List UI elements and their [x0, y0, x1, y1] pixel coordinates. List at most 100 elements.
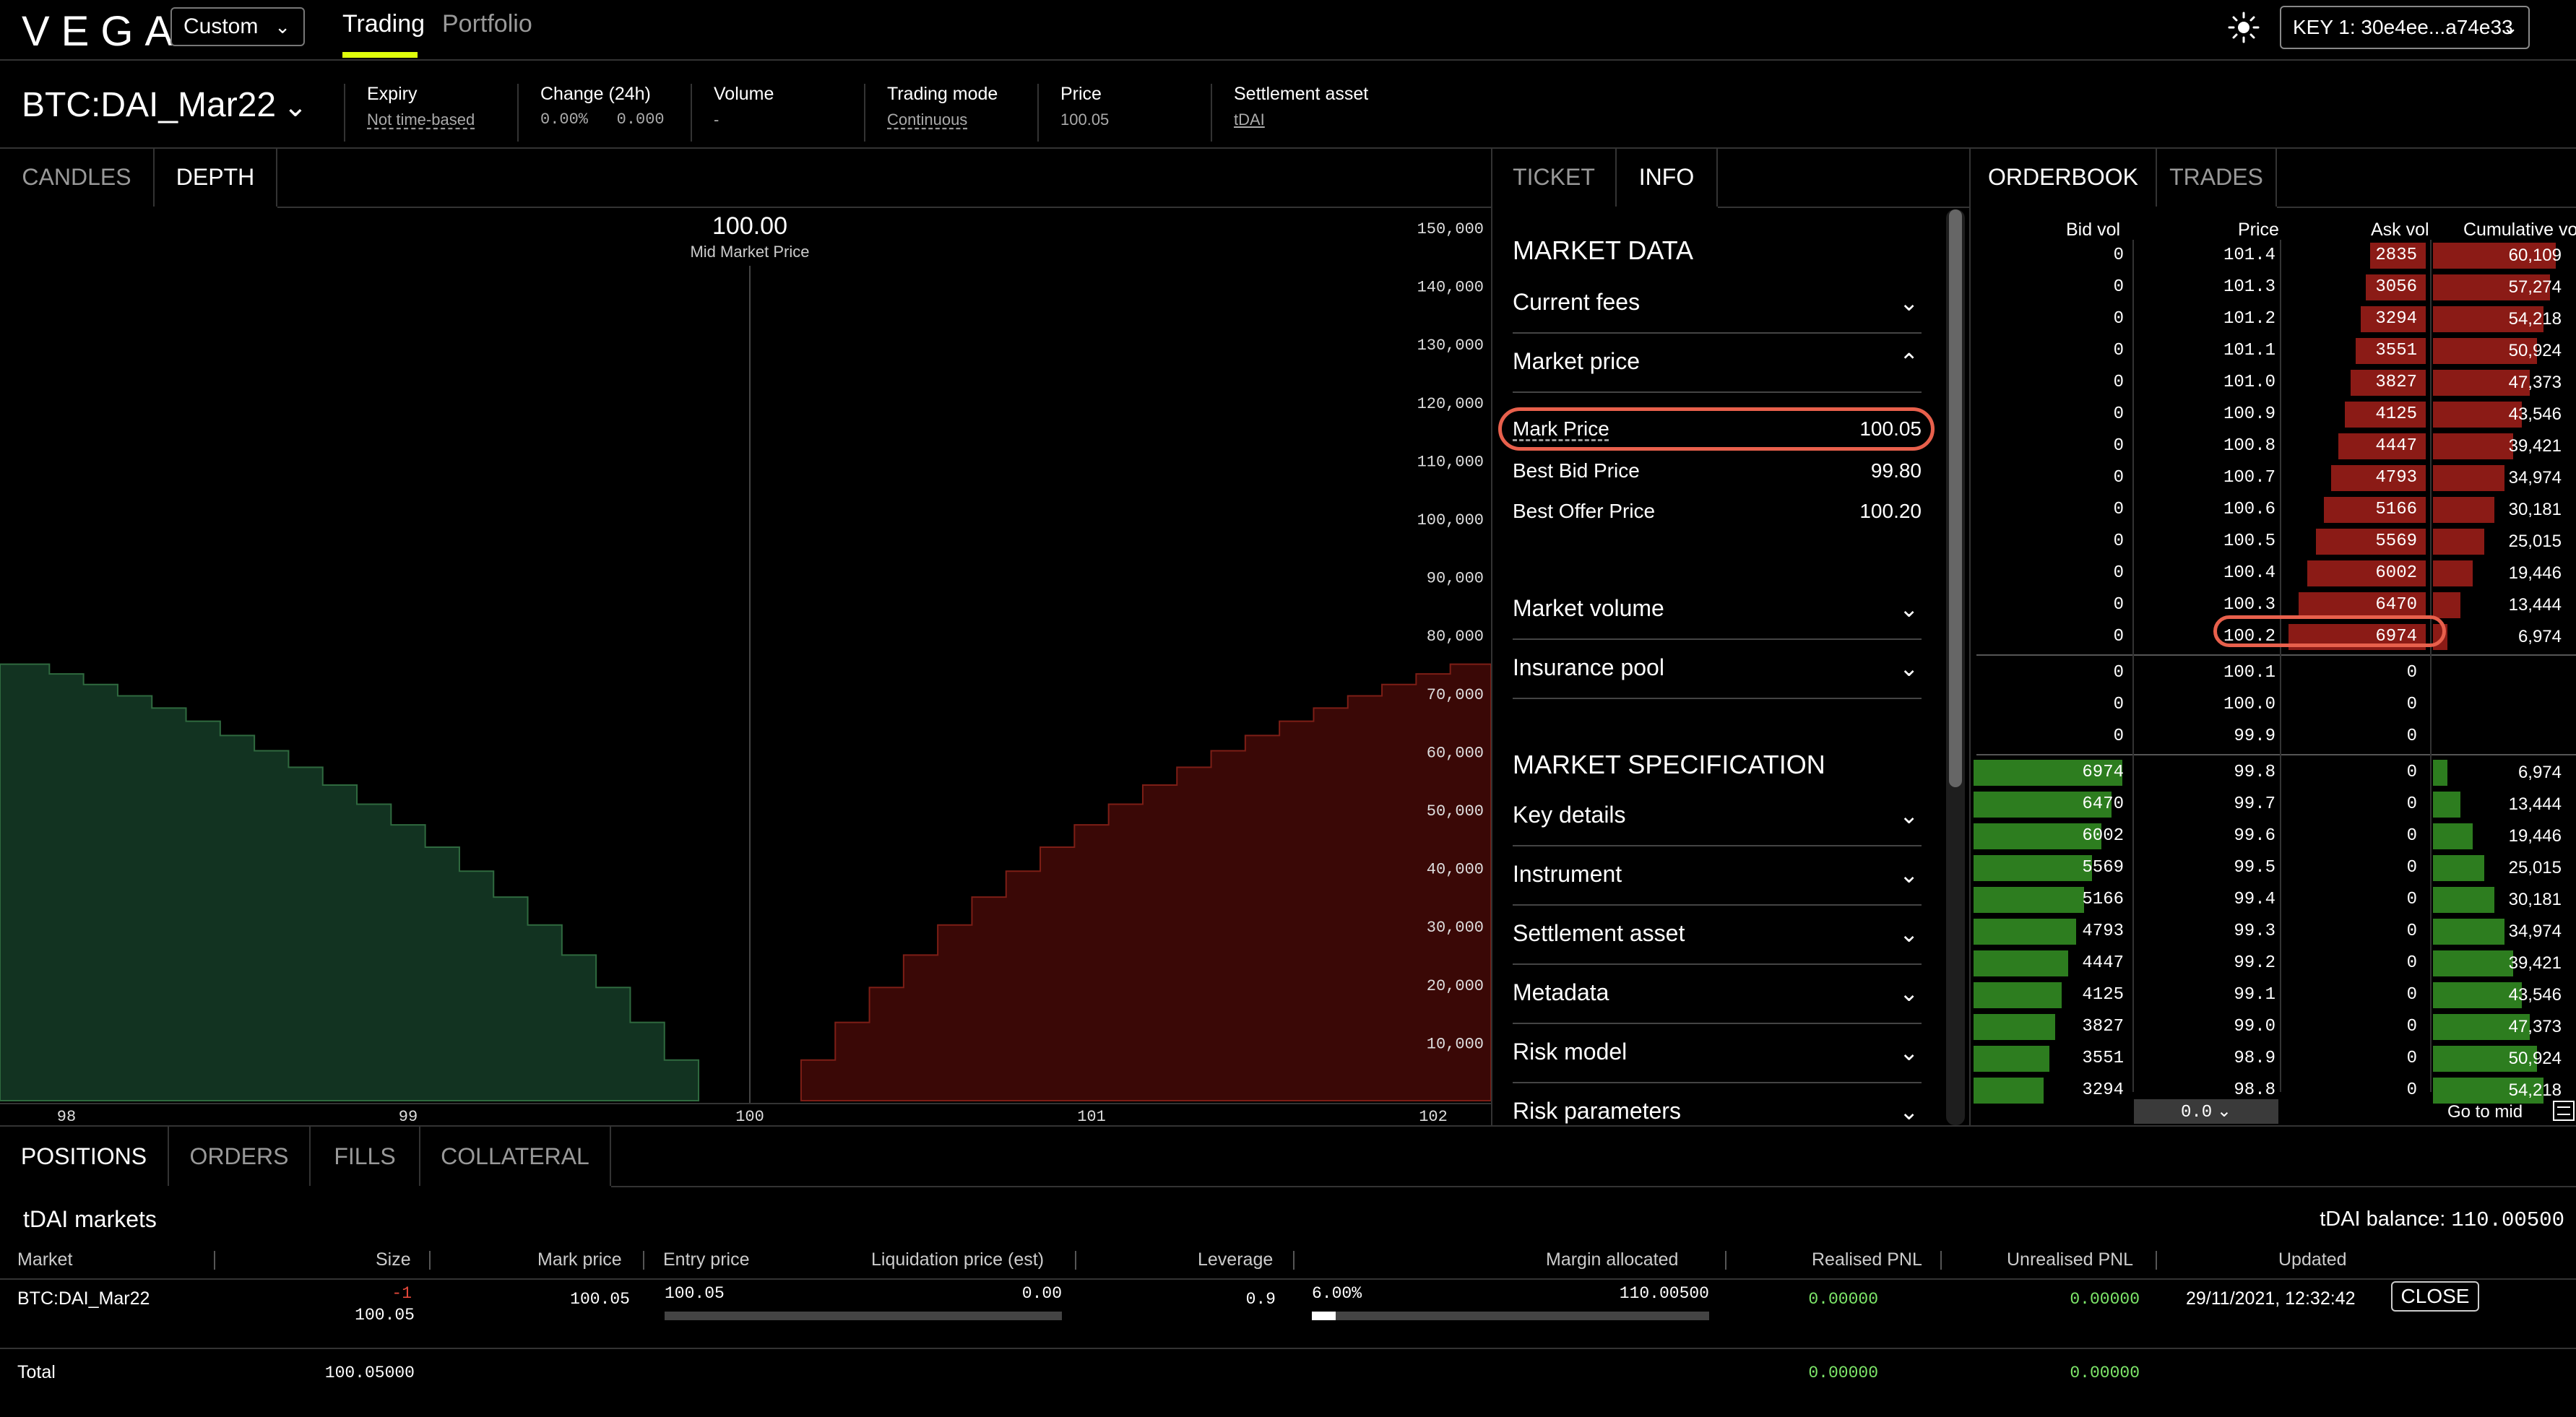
tab-collateral[interactable]: COLLATERAL [420, 1127, 611, 1186]
cell-size-notional: 100.05 [355, 1306, 415, 1325]
accordion-settlement-asset[interactable]: Settlement asset ⌄ [1513, 907, 1922, 965]
tab-fills[interactable]: FILLS [311, 1127, 420, 1186]
price-cell: 99.5 [2234, 858, 2275, 878]
col-market[interactable]: Market [17, 1249, 73, 1270]
cumulative-vol-cell: 6,974 [2517, 627, 2562, 646]
spread-divider [1976, 754, 2576, 755]
cell-market[interactable]: BTC:DAI_Mar22 [17, 1288, 150, 1309]
theme-toggle-sun-icon[interactable] [2226, 10, 2261, 45]
accordion-instrument[interactable]: Instrument ⌄ [1513, 848, 1922, 906]
price-cell: 99.9 [2234, 727, 2275, 746]
cumulative-volume-bar [2433, 1078, 2544, 1104]
tab-orders[interactable]: ORDERS [169, 1127, 311, 1186]
resolution-select[interactable]: 0.0 ⌄ [2134, 1099, 2278, 1124]
market-filter-select[interactable]: Custom ⌄ [170, 7, 305, 46]
col-leverage[interactable]: Leverage [1198, 1249, 1274, 1270]
orderbook-row[interactable]: 0 99.9 0 [1971, 721, 2576, 753]
orderbook-row[interactable]: 5166 99.4 0 30,181 [1971, 884, 2576, 916]
orderbook-row[interactable]: 3294 98.8 0 54,218 [1971, 1075, 2576, 1106]
stat-value[interactable]: Continuous [887, 110, 968, 129]
orderbook-row[interactable]: 0 101.1 3551 50,924 [1971, 335, 2576, 367]
orderbook-row[interactable]: 0 100.1 0 [1971, 657, 2576, 689]
y-tick-label: 80,000 [1427, 628, 1484, 646]
mark-price-label[interactable]: Mark Price [1513, 417, 1609, 440]
orderbook-row[interactable]: 3551 98.9 0 50,924 [1971, 1043, 2576, 1075]
col-mark-price[interactable]: Mark price [537, 1249, 622, 1270]
orderbook-row[interactable]: 6002 99.6 0 19,446 [1971, 820, 2576, 852]
accordion-risk-model[interactable]: Risk model ⌄ [1513, 1026, 1922, 1083]
col-size[interactable]: Size [376, 1249, 411, 1270]
tab-info[interactable]: INFO [1617, 147, 1718, 207]
orderbook-row[interactable]: 3827 99.0 0 47,373 [1971, 1011, 2576, 1043]
depth-chart[interactable]: 150,000 140,000 130,000 120,000 110,000 100,0… [0, 208, 1491, 1125]
bid-vol-cell: 0 [2113, 663, 2124, 682]
orderbook-row[interactable]: 0 101.2 3294 54,218 [1971, 303, 2576, 335]
orderbook-row[interactable]: 0 100.0 0 [1971, 689, 2576, 721]
nav-tab-portfolio[interactable]: Portfolio [442, 10, 532, 38]
accordion-risk-parameters[interactable]: Risk parameters ⌄ [1513, 1085, 1922, 1125]
orderbook-row[interactable]: 6974 99.8 0 6,974 [1971, 757, 2576, 789]
orderbook-row[interactable]: 0 101.3 3056 57,274 [1971, 272, 2576, 303]
market-title-select[interactable]: BTC:DAI_Mar22 ⌄ [22, 85, 308, 125]
cumulative-volume-bar [2433, 465, 2504, 491]
ask-vol-cell: 5166 [2375, 500, 2417, 519]
ask-vol-cell: 3827 [2375, 373, 2417, 392]
section-title: tDAI markets [23, 1206, 157, 1232]
accordion-market-price[interactable]: Market price ⌃ [1513, 335, 1922, 393]
info-scrollbar-thumb[interactable] [1949, 209, 1962, 787]
col-margin-allocated[interactable]: Margin allocated [1546, 1249, 1679, 1270]
orderbook-collapse-icon[interactable] [2553, 1101, 2575, 1121]
orderbook-row[interactable]: 5569 99.5 0 25,015 [1971, 852, 2576, 884]
stat-label: Trading mode [887, 84, 998, 104]
col-unrealised-pnl[interactable]: Unrealised PNL [2007, 1249, 2134, 1270]
tab-orderbook[interactable]: ORDERBOOK [1971, 147, 2157, 207]
orderbook-row[interactable]: 4125 99.1 0 43,546 [1971, 979, 2576, 1011]
vega-logo[interactable]: VEGA [22, 8, 185, 55]
wallet-key-label: KEY 1: 30e4ee...a74e33 [2293, 16, 2513, 38]
cumulative-volume-bar [2433, 306, 2544, 332]
go-to-mid-button[interactable]: Go to mid [2447, 1102, 2523, 1122]
orderbook-row[interactable]: 4793 99.3 0 34,974 [1971, 916, 2576, 948]
orderbook-row[interactable]: 6470 99.7 0 13,444 [1971, 789, 2576, 820]
accordion-insurance-pool[interactable]: Insurance pool ⌄ [1513, 641, 1922, 699]
cumulative-vol-cell: 47,373 [2508, 373, 2562, 392]
price-cell: 100.3 [2223, 595, 2275, 615]
accordion-metadata[interactable]: Metadata ⌄ [1513, 966, 1922, 1024]
wallet-key-select[interactable]: KEY 1: 30e4ee...a74e33 ⌄ [2280, 6, 2530, 49]
col-updated[interactable]: Updated [2278, 1249, 2347, 1270]
orderbook-row[interactable]: 0 100.8 4447 39,421 [1971, 430, 2576, 462]
accordion-market-volume[interactable]: Market volume ⌄ [1513, 582, 1922, 640]
tab-ticket[interactable]: TICKET [1492, 147, 1617, 207]
accordion-label: Metadata [1513, 979, 1609, 1005]
close-position-button[interactable]: CLOSE [2391, 1281, 2479, 1312]
orderbook-row[interactable]: 0 100.3 6470 13,444 [1971, 589, 2576, 621]
orderbook-row[interactable]: 0 101.4 2835 60,109 [1971, 240, 2576, 272]
cell-unrealised-pnl: 0.00000 [2070, 1290, 2140, 1309]
tab-trades[interactable]: TRADES [2157, 147, 2277, 207]
orderbook-row[interactable]: 0 100.4 6002 19,446 [1971, 558, 2576, 589]
cumulative-volume-bar [2433, 950, 2514, 976]
bid-vol-cell: 4125 [2082, 985, 2124, 1005]
tab-positions[interactable]: POSITIONS [0, 1127, 169, 1186]
header-divider [0, 1278, 2576, 1280]
col-entry-price[interactable]: Entry price [663, 1249, 750, 1270]
tab-depth[interactable]: DEPTH [155, 147, 277, 207]
nav-tab-trading[interactable]: Trading [342, 10, 425, 38]
price-cell: 100.0 [2223, 695, 2275, 714]
tab-candles[interactable]: CANDLES [0, 147, 155, 207]
orderbook-row[interactable]: 0 101.0 3827 47,373 [1971, 367, 2576, 399]
stat-value[interactable]: tDAI [1234, 110, 1265, 129]
header-cumulative-vol: Cumulative vol [2463, 220, 2576, 240]
accordion-key-details[interactable]: Key details ⌄ [1513, 789, 1922, 846]
stat-value[interactable]: Not time-based [367, 110, 475, 129]
cumulative-vol-cell: 30,181 [2508, 890, 2562, 909]
orderbook-row[interactable]: 4447 99.2 0 39,421 [1971, 948, 2576, 979]
col-realised-pnl[interactable]: Realised PNL [1812, 1249, 1922, 1270]
orderbook-row[interactable]: 0 100.7 4793 34,974 [1971, 462, 2576, 494]
accordion-current-fees[interactable]: Current fees ⌄ [1513, 276, 1922, 334]
col-liquidation-price[interactable]: Liquidation price (est) [871, 1249, 1045, 1270]
header-bid-vol: Bid vol [2066, 220, 2121, 240]
orderbook-row[interactable]: 0 100.9 4125 43,546 [1971, 399, 2576, 430]
orderbook-row[interactable]: 0 100.5 5569 25,015 [1971, 526, 2576, 558]
orderbook-row[interactable]: 0 100.6 5166 30,181 [1971, 494, 2576, 526]
